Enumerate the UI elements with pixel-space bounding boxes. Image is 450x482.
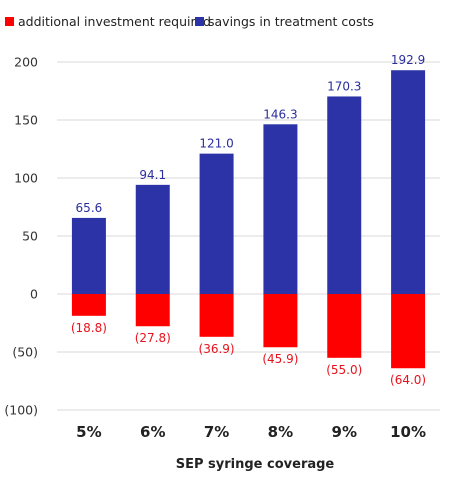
data-label: (55.0) (326, 363, 362, 377)
bar (263, 124, 298, 295)
data-label: 121.0 (199, 137, 233, 151)
legend-label: savings in treatment costs (208, 14, 374, 29)
data-label: 170.3 (327, 79, 361, 93)
x-tick-label: 9% (332, 423, 357, 441)
bar (199, 294, 234, 337)
data-label: (36.9) (199, 342, 235, 356)
bar (135, 184, 170, 294)
data-label: 94.1 (139, 168, 166, 182)
legend-label: additional investment required (18, 14, 211, 29)
data-label: (18.8) (71, 321, 107, 335)
y-tick-label: (50) (12, 345, 38, 360)
data-label: (27.8) (135, 331, 171, 345)
gridlines (57, 61, 440, 411)
data-labels: (18.8) 65.6 (27.8) 94.1 (36.9) 121.0 (45.9) 146… (71, 53, 426, 387)
legend-swatch (195, 17, 204, 26)
data-label: 65.6 (76, 201, 103, 215)
data-label: 192.9 (391, 53, 425, 67)
y-tick-label: (100) (4, 403, 38, 418)
data-label: (64.0) (390, 373, 426, 387)
bar (327, 96, 362, 295)
bars (71, 70, 426, 369)
bar (71, 294, 106, 316)
bar (199, 153, 234, 294)
y-tick-label: 200 (14, 55, 38, 70)
legend-swatch (5, 17, 14, 26)
y-tick-label: 0 (30, 287, 38, 302)
bar (327, 294, 362, 358)
y-tick-label: 150 (14, 113, 38, 128)
bar (391, 70, 426, 295)
x-tick-label: 6% (140, 423, 165, 441)
data-label: (45.9) (262, 352, 298, 366)
bar (391, 294, 426, 369)
bar (135, 294, 170, 327)
bar (71, 217, 106, 294)
x-tick-label: 8% (268, 423, 293, 441)
y-tick-label: 50 (22, 229, 38, 244)
x-tick-label: 7% (204, 423, 229, 441)
x-tick-label: 10% (390, 423, 426, 441)
y-tick-label: 100 (14, 171, 38, 186)
bar (263, 294, 298, 348)
x-tick-label: 5% (76, 423, 101, 441)
y-axis: 200 150 100 50 0 (50) (100) (4, 55, 38, 418)
x-axis: 5% 6% 7% 8% 9% 10% (76, 423, 426, 441)
data-label: 146.3 (263, 107, 297, 121)
x-axis-title: SEP syringe coverage (176, 457, 335, 472)
